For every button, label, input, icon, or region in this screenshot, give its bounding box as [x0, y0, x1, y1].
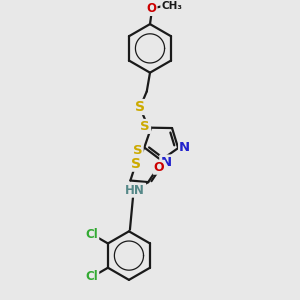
Text: O: O: [154, 161, 164, 174]
Text: O: O: [147, 2, 157, 15]
Text: S: S: [140, 120, 150, 133]
Text: N: N: [179, 141, 190, 154]
Text: CH₃: CH₃: [161, 1, 182, 11]
Text: Cl: Cl: [85, 271, 98, 284]
Text: S: S: [131, 157, 141, 171]
Text: Cl: Cl: [85, 228, 98, 241]
Text: S: S: [135, 100, 145, 114]
Text: S: S: [133, 144, 142, 157]
Text: N: N: [160, 155, 171, 169]
Text: HN: HN: [125, 184, 145, 197]
